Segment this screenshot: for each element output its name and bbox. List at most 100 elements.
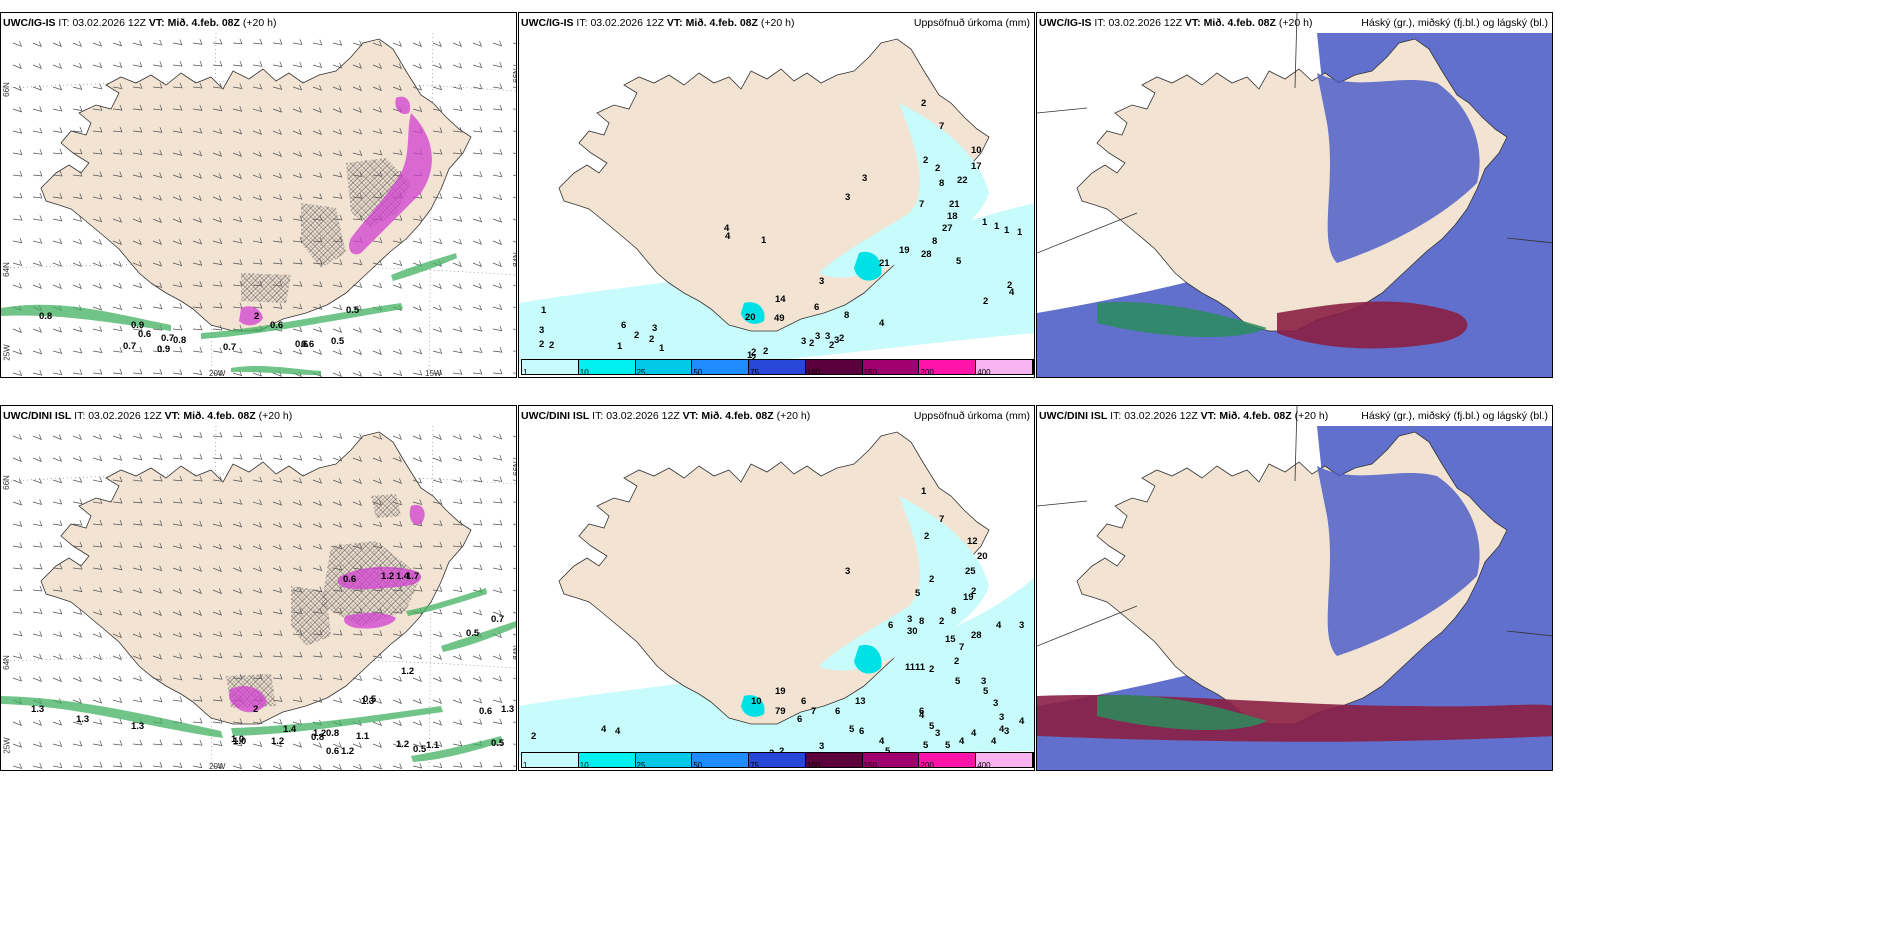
value-label: 5 [915, 588, 921, 599]
wind-barb [252, 237, 263, 244]
value-label: 21 [879, 258, 890, 269]
wind-barb [412, 41, 422, 48]
low-cloud-area [1097, 302, 1267, 338]
wind-barb [252, 370, 263, 377]
wind-barb [72, 455, 83, 462]
wind-barb [132, 149, 143, 155]
wind-barb [172, 762, 183, 768]
wind-barb [112, 433, 123, 440]
wind-barb [232, 544, 242, 550]
value-label: 5 [956, 256, 962, 267]
wind-barb [252, 476, 263, 483]
wind-barb [512, 721, 516, 723]
wind-barb [252, 129, 263, 135]
wind-barb [392, 542, 403, 548]
wind-barb [72, 563, 83, 570]
wind-barb [412, 215, 423, 221]
wind-barb [152, 632, 162, 639]
colorbar-swatch [522, 360, 579, 374]
wind-barb [52, 170, 63, 177]
wind-barb [492, 104, 503, 111]
wind-barb [192, 60, 203, 67]
wind-barb [52, 127, 63, 133]
wind-barb [152, 588, 163, 594]
value-label: 3 [999, 712, 1005, 723]
wind-barb [132, 761, 143, 768]
wind-barb [392, 698, 402, 705]
wind-barb [12, 85, 22, 91]
shower-bands [1, 253, 457, 375]
wind-barb [132, 346, 143, 353]
wind-barb [452, 434, 462, 441]
wind-barb [32, 192, 43, 199]
wind-barb [452, 283, 462, 290]
colorbar-swatch [522, 753, 579, 767]
wind-barb [432, 563, 443, 570]
wind-barb [452, 193, 463, 200]
wind-barb [192, 740, 203, 746]
wind-barb [272, 499, 283, 506]
wind-barb [472, 347, 483, 353]
shower-band [337, 566, 422, 590]
wind-barb [392, 282, 403, 289]
wind-barb [112, 697, 123, 704]
wind-barb [112, 261, 122, 268]
wind-barb [92, 41, 103, 47]
wind-barb [432, 105, 443, 112]
wind-barb [512, 174, 516, 177]
wind-barb [272, 696, 283, 702]
value-label: 4 [1019, 716, 1025, 727]
wind-barb [272, 587, 283, 594]
value-label: 2 [939, 616, 945, 627]
value-label: 11 [905, 662, 916, 673]
wind-barb [92, 476, 103, 483]
value-label: 2 [649, 334, 655, 345]
iceland-coastline [40, 431, 472, 725]
wind-barb [52, 348, 63, 354]
wind-barb [512, 633, 516, 636]
wind-barb [12, 237, 23, 244]
value-label: 13 [855, 696, 866, 707]
wind-barb [72, 84, 83, 90]
wind-barb [12, 741, 23, 748]
wind-barb [372, 282, 383, 289]
wind-barb [92, 719, 103, 725]
wind-barb [212, 302, 223, 309]
panel-subtitle: Uppsöfnuð úrkoma (mm) [913, 17, 1030, 29]
wind-barb [472, 368, 483, 375]
value-label: 1.2 [341, 746, 355, 757]
wind-map [1, 406, 516, 770]
wind-barb [232, 370, 243, 377]
value-label: 2 [539, 339, 545, 350]
wind-barb [512, 240, 516, 243]
value-label: 3 [539, 325, 545, 336]
wind-barb [112, 104, 123, 111]
value-label: 3 [935, 728, 941, 739]
wind-barb [172, 195, 182, 202]
wind-barb [92, 283, 102, 289]
wind-barb [32, 499, 43, 506]
wind-barb [392, 237, 403, 244]
wind-barb [272, 173, 283, 179]
wind-barb [232, 195, 243, 201]
wind-barb [352, 433, 363, 440]
value-label: 7 [811, 706, 817, 717]
value-label: 2 [954, 656, 960, 667]
wind-barb [372, 521, 383, 528]
wind-barb [472, 434, 483, 440]
wind-barb [312, 62, 323, 69]
wind-barb [312, 455, 323, 462]
wind-barb [172, 172, 183, 179]
wind-barb [32, 283, 42, 289]
wind-barb [32, 585, 43, 592]
wind-barb [212, 128, 223, 135]
value-label: 1 [1004, 225, 1010, 236]
value-label: 4 [879, 318, 885, 329]
wind-barb [132, 497, 143, 504]
wind-barb [12, 542, 23, 548]
wind-barb [192, 127, 203, 134]
wind-barb [272, 741, 283, 748]
vt-label: VT: [682, 410, 699, 422]
wind-barb [332, 522, 343, 528]
wind-barb [332, 129, 343, 135]
